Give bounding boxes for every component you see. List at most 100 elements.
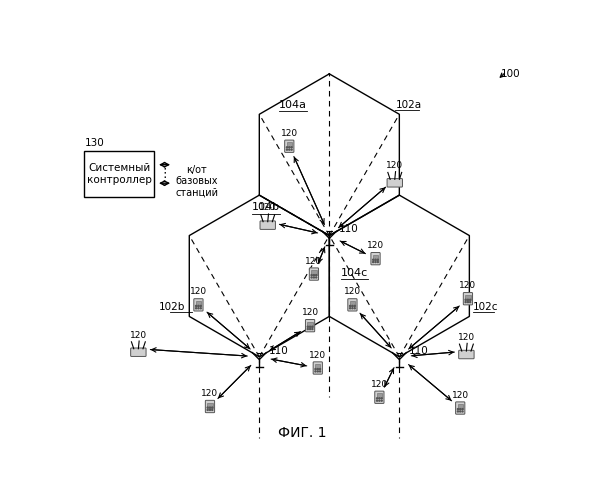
Circle shape — [460, 411, 461, 412]
Bar — [373, 255, 378, 260]
Circle shape — [207, 407, 208, 408]
Text: 110: 110 — [268, 346, 289, 356]
Circle shape — [465, 299, 466, 300]
Text: 104b: 104b — [253, 202, 280, 212]
Text: 120: 120 — [371, 380, 388, 389]
Text: 120: 120 — [281, 129, 298, 138]
Text: 102b: 102b — [159, 302, 185, 312]
Circle shape — [209, 407, 211, 408]
Circle shape — [291, 147, 292, 148]
FancyBboxPatch shape — [309, 268, 319, 280]
Circle shape — [317, 368, 319, 370]
FancyBboxPatch shape — [84, 151, 154, 197]
Circle shape — [462, 411, 463, 412]
Text: 102c: 102c — [473, 302, 499, 312]
Text: 104c: 104c — [341, 268, 368, 278]
Circle shape — [312, 326, 313, 328]
FancyBboxPatch shape — [455, 402, 465, 414]
Bar — [350, 301, 355, 306]
Circle shape — [462, 408, 463, 410]
Text: 120: 120 — [306, 256, 323, 266]
Text: 120: 120 — [259, 204, 276, 212]
Circle shape — [198, 308, 199, 309]
Bar — [312, 270, 317, 275]
FancyBboxPatch shape — [284, 140, 294, 152]
Text: ФИГ. 1: ФИГ. 1 — [278, 426, 327, 440]
FancyBboxPatch shape — [375, 391, 384, 404]
Circle shape — [379, 400, 380, 401]
Circle shape — [376, 398, 378, 399]
Bar — [196, 301, 201, 306]
Text: 120: 120 — [309, 350, 326, 360]
Text: 110: 110 — [339, 224, 358, 234]
Text: 102a: 102a — [395, 100, 422, 110]
Circle shape — [311, 277, 312, 278]
FancyBboxPatch shape — [371, 252, 380, 265]
Circle shape — [291, 149, 292, 150]
Circle shape — [316, 274, 317, 276]
Circle shape — [467, 299, 468, 300]
Text: 120: 120 — [460, 281, 477, 290]
Text: 120: 120 — [386, 161, 404, 170]
Text: 120: 120 — [344, 288, 361, 296]
Bar — [207, 402, 212, 407]
Text: 120: 120 — [201, 389, 218, 398]
Circle shape — [460, 408, 461, 410]
Text: 110: 110 — [409, 346, 428, 356]
Circle shape — [311, 274, 312, 276]
Circle shape — [316, 277, 317, 278]
Circle shape — [195, 308, 196, 309]
Text: к/от
базовых
станций: к/от базовых станций — [175, 164, 218, 198]
Text: 120: 120 — [190, 288, 207, 296]
Text: Системный
контроллер: Системный контроллер — [87, 163, 152, 185]
Bar — [466, 295, 471, 300]
Text: 120: 120 — [301, 308, 319, 317]
Circle shape — [307, 326, 309, 328]
Circle shape — [317, 371, 319, 372]
Circle shape — [313, 274, 314, 276]
Circle shape — [307, 328, 309, 330]
Text: ⋮: ⋮ — [158, 168, 171, 180]
Bar — [457, 404, 463, 409]
FancyBboxPatch shape — [387, 178, 402, 187]
Circle shape — [212, 407, 213, 408]
Bar — [307, 322, 313, 326]
Text: 120: 120 — [130, 330, 147, 340]
Text: 120: 120 — [452, 390, 469, 400]
Circle shape — [379, 398, 380, 399]
FancyBboxPatch shape — [313, 362, 322, 374]
Circle shape — [381, 400, 382, 401]
Circle shape — [377, 259, 378, 260]
FancyBboxPatch shape — [458, 350, 474, 359]
Circle shape — [470, 299, 471, 300]
FancyBboxPatch shape — [348, 298, 357, 311]
Circle shape — [313, 277, 314, 278]
FancyBboxPatch shape — [463, 292, 473, 305]
Circle shape — [289, 149, 290, 150]
FancyBboxPatch shape — [194, 298, 203, 311]
Text: 100: 100 — [501, 69, 520, 79]
Text: 104a: 104a — [279, 100, 307, 110]
Circle shape — [286, 147, 287, 148]
Circle shape — [375, 259, 376, 260]
Bar — [376, 394, 382, 398]
Circle shape — [457, 411, 458, 412]
FancyBboxPatch shape — [306, 320, 314, 332]
Circle shape — [200, 308, 201, 309]
Circle shape — [315, 371, 316, 372]
Text: 130: 130 — [84, 138, 104, 148]
FancyBboxPatch shape — [205, 400, 215, 412]
Circle shape — [457, 408, 458, 410]
Circle shape — [312, 328, 313, 330]
Bar — [287, 142, 292, 147]
Circle shape — [381, 398, 382, 399]
Bar — [315, 364, 320, 369]
Circle shape — [289, 147, 290, 148]
FancyBboxPatch shape — [260, 221, 276, 230]
Text: 120: 120 — [367, 241, 384, 250]
Text: 120: 120 — [458, 333, 475, 342]
Circle shape — [354, 308, 355, 309]
Circle shape — [352, 308, 353, 309]
Circle shape — [376, 400, 378, 401]
Circle shape — [315, 368, 316, 370]
